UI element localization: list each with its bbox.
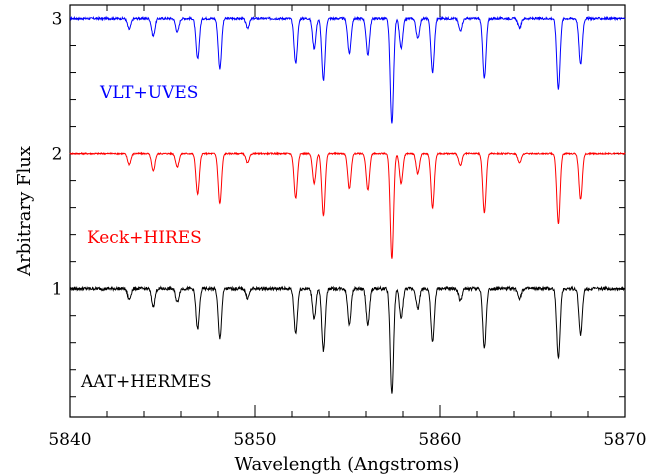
y-axis-label: Arbitrary Flux [14,146,35,277]
y-tick-label: 2 [52,145,63,165]
spectrum-line [69,285,626,394]
plot-frame [69,4,626,418]
x-tick-label: 5840 [48,430,91,450]
spectrum-line [69,15,626,124]
x-tick-label: 5870 [603,430,646,450]
series-label: AAT+HERMES [80,372,212,392]
x-tick-label: 5850 [233,430,276,450]
series-label: Keck+HIRES [87,228,202,248]
series-label: VLT+UVES [99,83,198,103]
labels-group: VLT+UVES Keck+HIRES AAT+HERMES [80,83,212,392]
axis-ticks: 5840 5850 5860 5870 1 2 3 [48,5,647,450]
y-tick-label: 1 [52,280,63,300]
x-axis-label: Wavelength (Angstroms) [235,454,460,475]
series-group [69,15,626,394]
y-tick-label: 3 [52,10,63,30]
spectrum-line [69,151,626,259]
x-tick-label: 5860 [418,430,461,450]
